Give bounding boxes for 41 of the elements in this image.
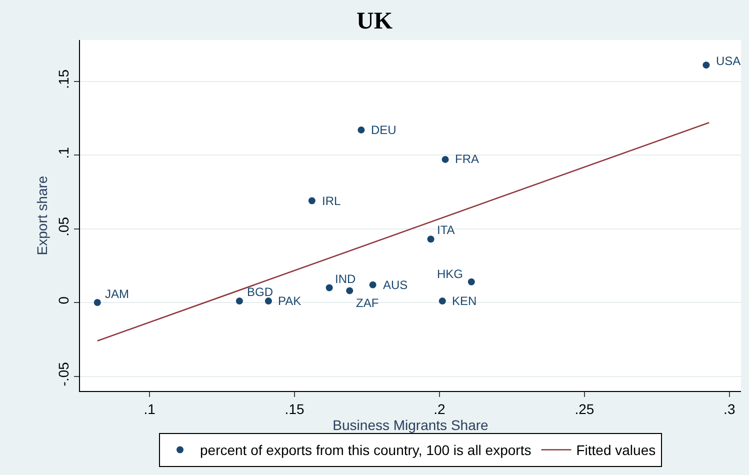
point xyxy=(427,236,434,243)
annotation: IRL xyxy=(322,194,341,208)
y-tick-label: .15 xyxy=(55,69,72,89)
annotation: ITA xyxy=(437,223,455,237)
annotation: PAK xyxy=(278,294,302,308)
point xyxy=(702,62,710,69)
y-tick-label: 0 xyxy=(55,296,72,304)
annotation: ZAF xyxy=(356,296,379,310)
x-tick-label: .3 xyxy=(724,400,736,417)
x-tick-label: .2 xyxy=(434,400,446,417)
point xyxy=(264,298,272,305)
point xyxy=(442,156,449,163)
point xyxy=(468,278,475,286)
x-tick-label: .25 xyxy=(574,400,594,417)
point xyxy=(438,298,446,305)
point xyxy=(326,284,333,292)
point xyxy=(346,287,354,294)
annotation: IND xyxy=(335,272,356,286)
annotation: FRA xyxy=(455,152,479,166)
x-axis-title: Business Migrants Share xyxy=(332,416,489,433)
x-tick-label: .1 xyxy=(144,400,156,417)
annotation: USA xyxy=(716,54,741,68)
annotation: BGD xyxy=(247,285,274,299)
legend-label: percent of exports from this country, 100 is all exports xyxy=(200,442,532,458)
annotation: AUS xyxy=(383,278,408,292)
y-tick-label: .1 xyxy=(55,146,72,159)
annotation: KEN xyxy=(452,294,477,308)
point xyxy=(308,197,316,204)
x-tick-label: .15 xyxy=(284,400,304,417)
y-tick-label: .05 xyxy=(55,216,72,236)
legend-label: Fitted values xyxy=(576,442,656,458)
point xyxy=(369,281,376,288)
point xyxy=(94,299,101,306)
point xyxy=(236,298,243,305)
annotation: JAM xyxy=(105,287,130,301)
point xyxy=(358,126,365,134)
annotation: DEU xyxy=(371,123,396,137)
y-axis-title: Export share xyxy=(34,176,50,256)
y-tick-label: -.05 xyxy=(55,362,72,386)
annotation: HKG xyxy=(437,267,464,281)
chart-title: UK xyxy=(356,8,393,35)
